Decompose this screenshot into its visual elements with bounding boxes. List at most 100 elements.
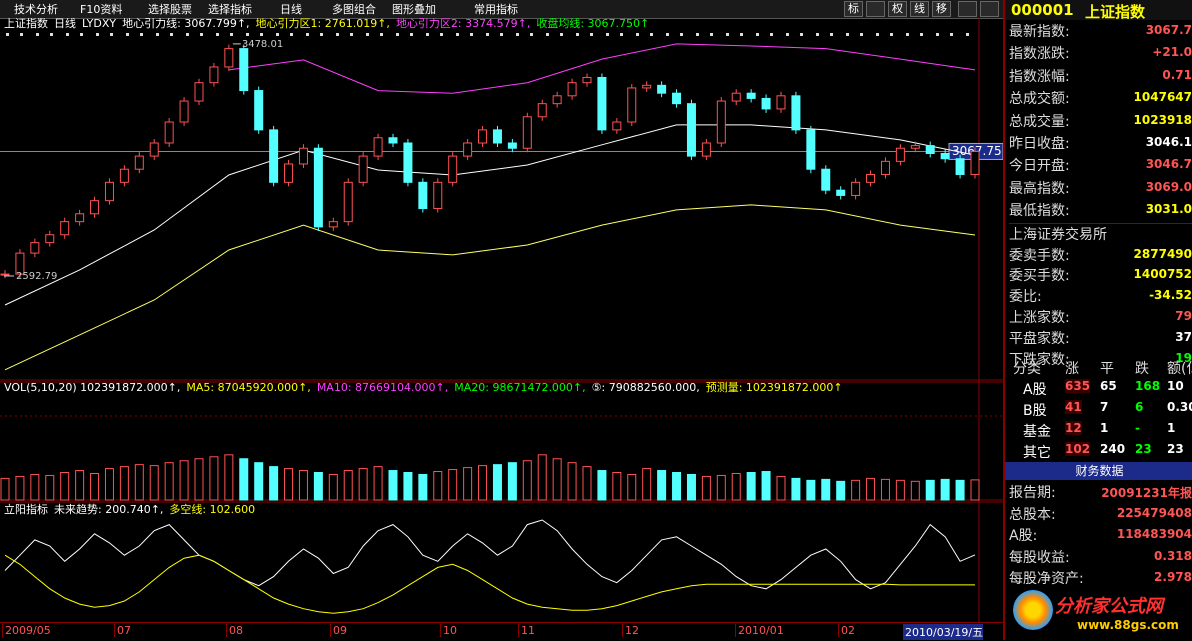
field-value: 3031.0 xyxy=(1145,202,1192,217)
volume-bar xyxy=(254,462,264,501)
indicator-header: 地心引力区1: 2761.019↑, xyxy=(256,18,390,30)
indicator-header: MA10: 87669104.000↑, xyxy=(317,381,448,394)
candle xyxy=(806,129,816,170)
menu-item[interactable]: 图形叠加 xyxy=(392,3,436,16)
menu-item[interactable]: F10资料 xyxy=(80,3,123,16)
candle xyxy=(552,95,562,105)
volume-bar xyxy=(955,479,965,501)
toolbar-button[interactable]: 权 xyxy=(888,1,907,17)
volume-bar xyxy=(940,478,950,501)
date-label: 2009/05 xyxy=(2,624,51,637)
toolbar-button[interactable]: 移 xyxy=(932,1,951,17)
low-label: 2592.79 xyxy=(16,271,57,282)
volume-bar xyxy=(836,480,846,501)
volume-bar xyxy=(0,477,10,501)
volume-bar xyxy=(701,475,711,501)
volume-bar xyxy=(164,462,174,501)
table-cell: 基金 xyxy=(1023,424,1051,440)
menu-item[interactable]: 选择股票 xyxy=(148,3,192,16)
volume-bar xyxy=(776,475,786,501)
menu-item[interactable]: 技术分析 xyxy=(14,3,58,16)
toolbar-button[interactable]: 标 xyxy=(844,1,863,17)
menu-item[interactable]: 多图组合 xyxy=(332,3,376,16)
volume-bar xyxy=(612,472,622,501)
indicator-header: 立阳指标 xyxy=(4,502,48,516)
icon-button[interactable] xyxy=(980,1,999,17)
volume-bar xyxy=(30,473,40,501)
candle xyxy=(836,189,846,196)
watermark-url: www.88gs.com xyxy=(1077,618,1179,632)
volume-bar xyxy=(104,468,114,501)
volume-bar xyxy=(552,458,562,501)
date-label: 12 xyxy=(622,624,639,637)
icon-button[interactable] xyxy=(866,1,885,17)
volume-bar xyxy=(567,462,577,501)
quote-panel: 000001 上证指数 最新指数: 3067.7 指数涨跌: +21.0 指数涨幅: 0.71… xyxy=(1003,0,1192,640)
menu-item[interactable]: 选择指标 xyxy=(208,3,252,16)
marker-dot xyxy=(756,33,759,36)
marker-dot xyxy=(710,33,713,36)
candle xyxy=(433,181,443,210)
marker-dot xyxy=(110,33,113,36)
marker-dot xyxy=(216,33,219,36)
field-value: 1047647 xyxy=(1133,90,1192,105)
candle xyxy=(746,92,756,99)
marker-dot xyxy=(440,33,443,36)
indicator-header: VOL(5,10,20) 102391872.000↑, xyxy=(4,381,180,394)
volume-bar xyxy=(925,479,935,501)
field-label: 最低指数: xyxy=(1009,203,1070,220)
volume-bar xyxy=(418,473,428,501)
menu-item[interactable]: 常用指标 xyxy=(474,3,518,16)
volume-bar xyxy=(627,473,637,501)
stock-code: 000001 xyxy=(1011,1,1074,19)
candle xyxy=(239,48,249,92)
field-value: 3046.7 xyxy=(1145,157,1192,172)
marker-dot xyxy=(500,33,503,36)
field-label: 昨日收盘: xyxy=(1009,136,1070,152)
marker-dot xyxy=(170,33,173,36)
marker-dot xyxy=(426,33,429,36)
menu-item[interactable]: 日线 xyxy=(280,3,302,16)
marker-dot xyxy=(50,33,53,36)
candle xyxy=(60,221,70,236)
indicator-line xyxy=(4,519,976,590)
marker-dot xyxy=(650,33,653,36)
field-value: 225479408 xyxy=(1116,505,1192,520)
date-label: 07 xyxy=(114,624,131,637)
field-label: 每股净资产: xyxy=(1009,571,1084,587)
candle xyxy=(612,121,622,131)
candle xyxy=(507,142,517,149)
candle xyxy=(373,137,383,157)
indicator-header: LYDXY xyxy=(82,18,116,30)
field-value: 0.318 xyxy=(1154,548,1192,563)
indicator-header: 未来趋势: 200.740↑, xyxy=(54,503,163,516)
field-label: 上涨家数: xyxy=(1009,310,1070,326)
icon-button[interactable] xyxy=(958,1,977,17)
marker-dot xyxy=(816,33,819,36)
field-value: -34.52 xyxy=(1149,288,1192,303)
toolbar-button[interactable]: 线 xyxy=(910,1,929,17)
field-label: 每股收益: xyxy=(1009,549,1070,566)
volume-bar xyxy=(239,458,249,501)
field-value: 79 xyxy=(1175,309,1192,323)
marker-dot xyxy=(186,33,189,36)
indicator-header: 日线 xyxy=(54,18,76,30)
indicator-header: 收盘均线: 3067.750↑ xyxy=(536,18,649,30)
volume-bar xyxy=(657,470,667,501)
volume-bar xyxy=(895,479,905,501)
volume-bar xyxy=(478,465,488,501)
marker-dot xyxy=(860,33,863,36)
volume-bar xyxy=(328,473,338,501)
marker-dot xyxy=(936,33,939,36)
table-cell: 1 xyxy=(1167,421,1176,435)
volume-bar xyxy=(149,465,159,501)
marker-dot xyxy=(96,33,99,36)
marker-dot xyxy=(66,33,69,36)
candle xyxy=(358,155,368,183)
table-cell: 6 xyxy=(1135,400,1144,414)
volume-bar xyxy=(507,462,517,501)
watermark-logo xyxy=(1013,590,1053,630)
table-cell: 240 xyxy=(1100,442,1126,456)
marker-dot xyxy=(486,33,489,36)
field-label: 平盘家数: xyxy=(1009,330,1070,347)
